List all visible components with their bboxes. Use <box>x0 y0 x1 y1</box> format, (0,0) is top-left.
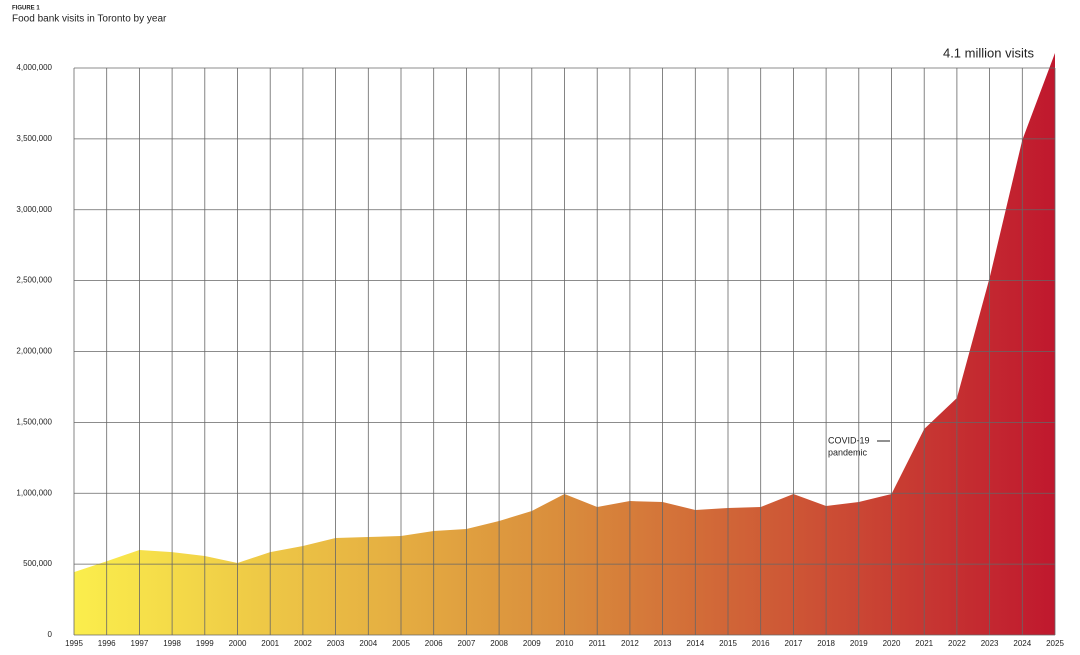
y-tick-label: 3,000,000 <box>16 205 52 214</box>
x-tick-label: 2001 <box>261 639 279 648</box>
annotation: pandemic <box>828 447 868 457</box>
x-tick-label: 2007 <box>458 639 476 648</box>
annotation: COVID-19 <box>828 435 870 445</box>
x-tick-label: 2022 <box>948 639 966 648</box>
x-tick-label: 2011 <box>589 639 607 648</box>
x-tick-label: 2012 <box>621 639 639 648</box>
figure-label: FIGURE 1 <box>12 6 40 12</box>
x-tick-label: 2017 <box>785 639 803 648</box>
x-tick-label: 2025 <box>1046 639 1064 648</box>
x-tick-label: 2015 <box>719 639 737 648</box>
x-tick-label: 2018 <box>817 639 835 648</box>
x-tick-label: 2000 <box>229 639 247 648</box>
x-tick-label: 2023 <box>981 639 999 648</box>
x-tick-label: 2024 <box>1013 639 1031 648</box>
chart-title: Food bank visits in Toronto by year <box>12 14 167 25</box>
y-tick-label: 2,500,000 <box>16 276 52 285</box>
x-tick-label: 2013 <box>654 639 672 648</box>
x-tick-label: 2010 <box>556 639 574 648</box>
x-tick-label: 1997 <box>131 639 149 648</box>
x-tick-label: 2002 <box>294 639 312 648</box>
y-tick-label: 0 <box>48 630 53 639</box>
x-tick-label: 2020 <box>883 639 901 648</box>
x-tick-label: 1996 <box>98 639 116 648</box>
x-tick-label: 2016 <box>752 639 770 648</box>
x-tick-label: 2008 <box>490 639 508 648</box>
x-tick-label: 2009 <box>523 639 541 648</box>
y-tick-label: 4,000,000 <box>16 63 52 72</box>
x-tick-label: 2006 <box>425 639 443 648</box>
x-tick-label: 2021 <box>915 639 933 648</box>
x-tick-label: 1998 <box>163 639 181 648</box>
y-tick-label: 2,000,000 <box>16 347 52 356</box>
x-tick-label: 2004 <box>359 639 377 648</box>
x-tick-label: 2014 <box>686 639 704 648</box>
y-tick-label: 3,500,000 <box>16 134 52 143</box>
x-tick-label: 1995 <box>65 639 83 648</box>
x-tick-label: 2003 <box>327 639 345 648</box>
x-tick-label: 2005 <box>392 639 410 648</box>
x-tick-label: 1999 <box>196 639 214 648</box>
y-tick-label: 1,500,000 <box>16 417 52 426</box>
x-tick-label: 2019 <box>850 639 868 648</box>
y-tick-label: 1,000,000 <box>16 488 52 497</box>
y-tick-label: 500,000 <box>23 559 52 568</box>
annotation: 4.1 million visits <box>943 45 1035 60</box>
